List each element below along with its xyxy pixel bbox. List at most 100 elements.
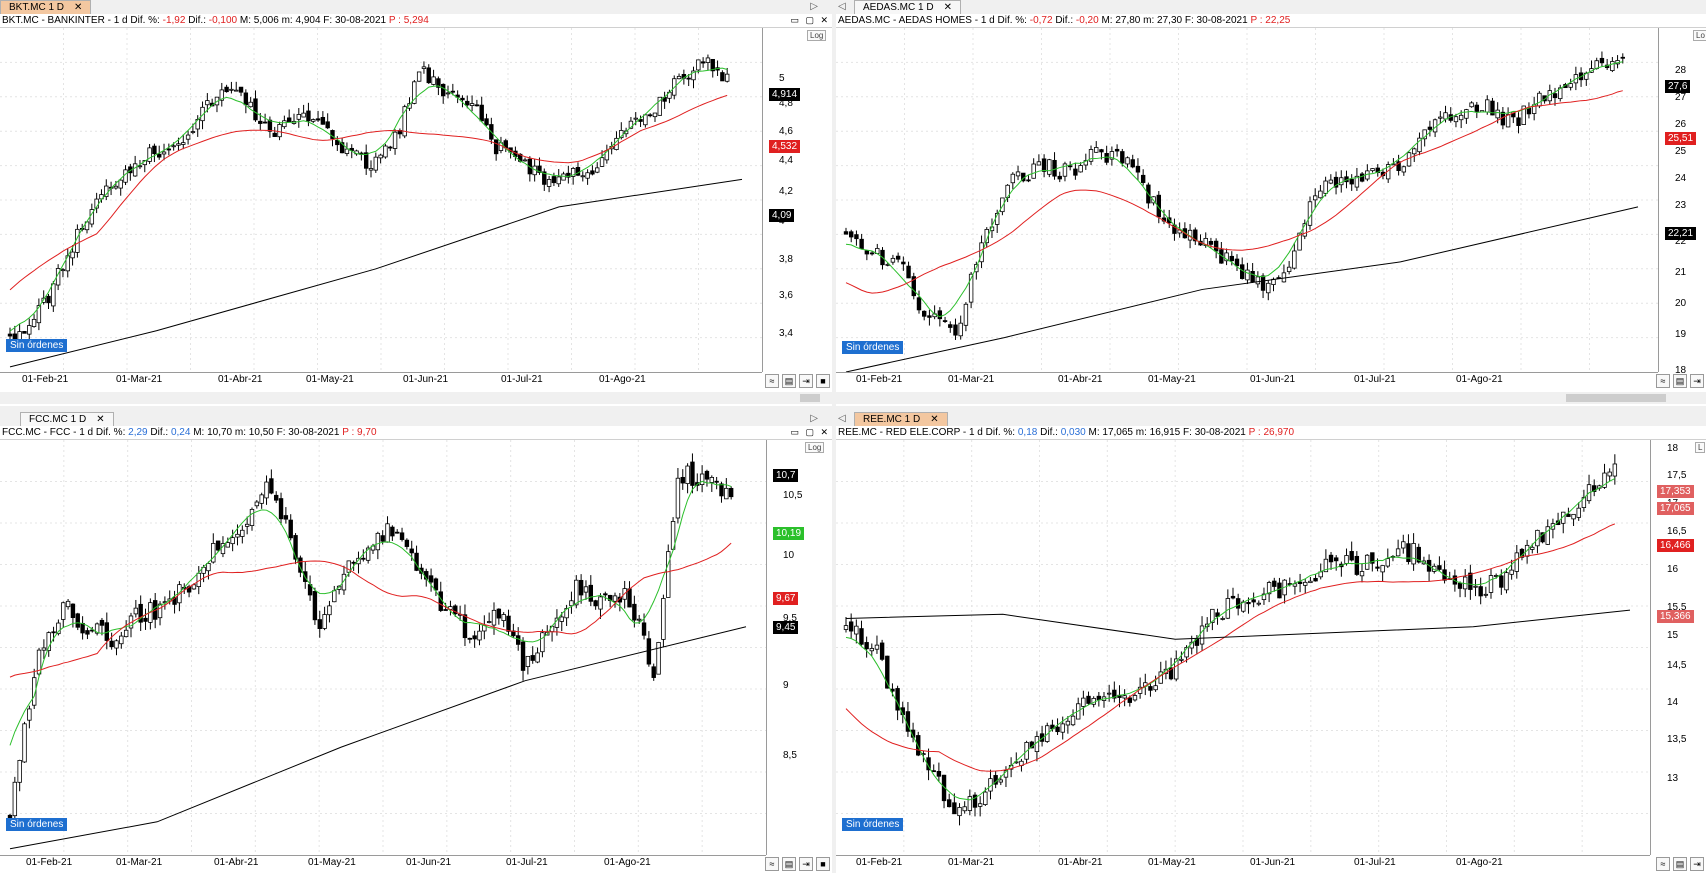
tab-bkt[interactable]: BKT.MC 1 D ✕ (0, 0, 92, 15)
candle (1370, 168, 1375, 172)
price-chart[interactable] (836, 28, 1658, 372)
candle (320, 116, 326, 125)
candle (1490, 100, 1495, 116)
pin-icon[interactable]: ⇥ (1690, 374, 1704, 388)
log-scale-button[interactable]: Log (807, 30, 827, 41)
candle (119, 635, 124, 645)
pin-icon[interactable]: ⇥ (799, 374, 813, 388)
save-icon[interactable]: ▤ (1673, 374, 1687, 388)
candle (407, 103, 412, 109)
candle (75, 613, 80, 628)
window-controls[interactable]: ▭ ▢ ✕ (790, 427, 830, 437)
price-tick-label: 16 (1667, 564, 1679, 575)
orders-status-badge: Sin órdenes (6, 339, 68, 352)
candle (593, 600, 598, 607)
save-icon[interactable]: ▤ (1673, 857, 1687, 871)
candle (1328, 179, 1334, 184)
chart-header: FCC.MC - FCC - 1 d Dif. %: 2,29 Dif.: 0,… (0, 426, 832, 440)
pin-icon[interactable]: ⇥ (799, 857, 813, 871)
close-icon[interactable]: ✕ (96, 414, 105, 425)
scroll-right-icon[interactable]: ▷ (810, 413, 818, 424)
candle (1530, 546, 1535, 550)
price-chart[interactable] (0, 440, 766, 855)
candle (269, 478, 274, 494)
tab-ree[interactable]: REE.MC 1 D ✕ (854, 412, 948, 427)
chart-wave-icon[interactable]: ≈ (765, 857, 779, 871)
candle (325, 121, 330, 129)
price-tick-label: 3,4 (779, 328, 793, 339)
candle (1220, 618, 1225, 620)
candle (472, 635, 477, 640)
log-scale-button[interactable]: Lo (1693, 30, 1706, 41)
candle (895, 255, 901, 260)
square-icon[interactable]: ■ (816, 374, 830, 388)
candle (1261, 593, 1267, 601)
candle (848, 621, 854, 632)
scroll-right-icon[interactable]: ▷ (810, 1, 818, 12)
tab-bar: FCC.MC 1 D ✕ ▷ (0, 412, 832, 427)
candle (12, 781, 18, 817)
scroll-left-icon[interactable]: ◁ (838, 1, 846, 12)
close-icon[interactable]: ✕ (74, 2, 83, 13)
candle (1292, 583, 1298, 587)
price-tag: 25,51 (1665, 132, 1697, 145)
candle (1292, 250, 1297, 269)
candle (272, 132, 277, 137)
candle (56, 622, 61, 635)
price-tag: 17,065 (1657, 502, 1694, 515)
candle (229, 88, 234, 91)
candle (590, 170, 595, 175)
price-chart[interactable] (836, 440, 1650, 855)
candle (1427, 126, 1433, 130)
candle (1438, 116, 1443, 119)
price-tick-label: 19 (1675, 329, 1687, 340)
candle (859, 628, 864, 645)
candle (138, 603, 143, 623)
candle (312, 591, 318, 621)
candle (704, 470, 710, 480)
square-icon[interactable]: ■ (816, 857, 830, 871)
scroll-left-icon[interactable]: ◁ (838, 413, 846, 424)
horizontal-scrollbar[interactable] (836, 392, 1706, 404)
candle (1234, 258, 1240, 267)
chart-wave-icon[interactable]: ≈ (1656, 374, 1670, 388)
chart-wave-icon[interactable]: ≈ (765, 374, 779, 388)
scrollbar-thumb[interactable] (800, 394, 820, 402)
price-tag: 9,67 (773, 592, 799, 605)
chart-wave-icon[interactable]: ≈ (1656, 857, 1670, 871)
save-icon[interactable]: ▤ (782, 857, 796, 871)
price-chart[interactable] (0, 28, 762, 372)
tab-aedas[interactable]: AEDAS.MC 1 D ✕ (854, 0, 961, 15)
candle (1349, 551, 1354, 561)
date-tick-label: 01-Mar-21 (948, 374, 995, 385)
log-scale-button[interactable]: Log (805, 442, 825, 453)
candle (433, 578, 439, 591)
tab-fcc[interactable]: FCC.MC 1 D ✕ (20, 412, 114, 427)
candle (1468, 572, 1473, 590)
candle (1127, 697, 1132, 703)
price-tick-label: 22 (1675, 236, 1687, 247)
candle (375, 532, 381, 551)
candle (516, 635, 521, 645)
save-icon[interactable]: ▤ (782, 374, 796, 388)
candle (1545, 526, 1550, 545)
candle (941, 774, 947, 802)
close-icon[interactable]: ✕ (930, 414, 939, 425)
date-tick-label: 01-Abr-21 (1058, 857, 1103, 868)
price-tick-label: 10 (783, 550, 795, 561)
log-scale-button[interactable]: L (1695, 442, 1706, 453)
candle (1493, 575, 1499, 577)
window-controls[interactable]: ▭ ▢ ✕ (790, 15, 830, 25)
horizontal-scrollbar[interactable] (0, 392, 832, 404)
candle (699, 473, 705, 486)
candle (467, 637, 472, 640)
pin-icon[interactable]: ⇥ (1690, 857, 1704, 871)
price-tick-label: 4,8 (779, 98, 793, 109)
scrollbar-thumb[interactable] (1566, 394, 1666, 402)
candle (46, 295, 51, 304)
candle (1062, 163, 1068, 177)
candle (373, 156, 379, 171)
candle (1422, 129, 1427, 140)
candle (1469, 102, 1474, 108)
close-icon[interactable]: ✕ (943, 2, 952, 13)
